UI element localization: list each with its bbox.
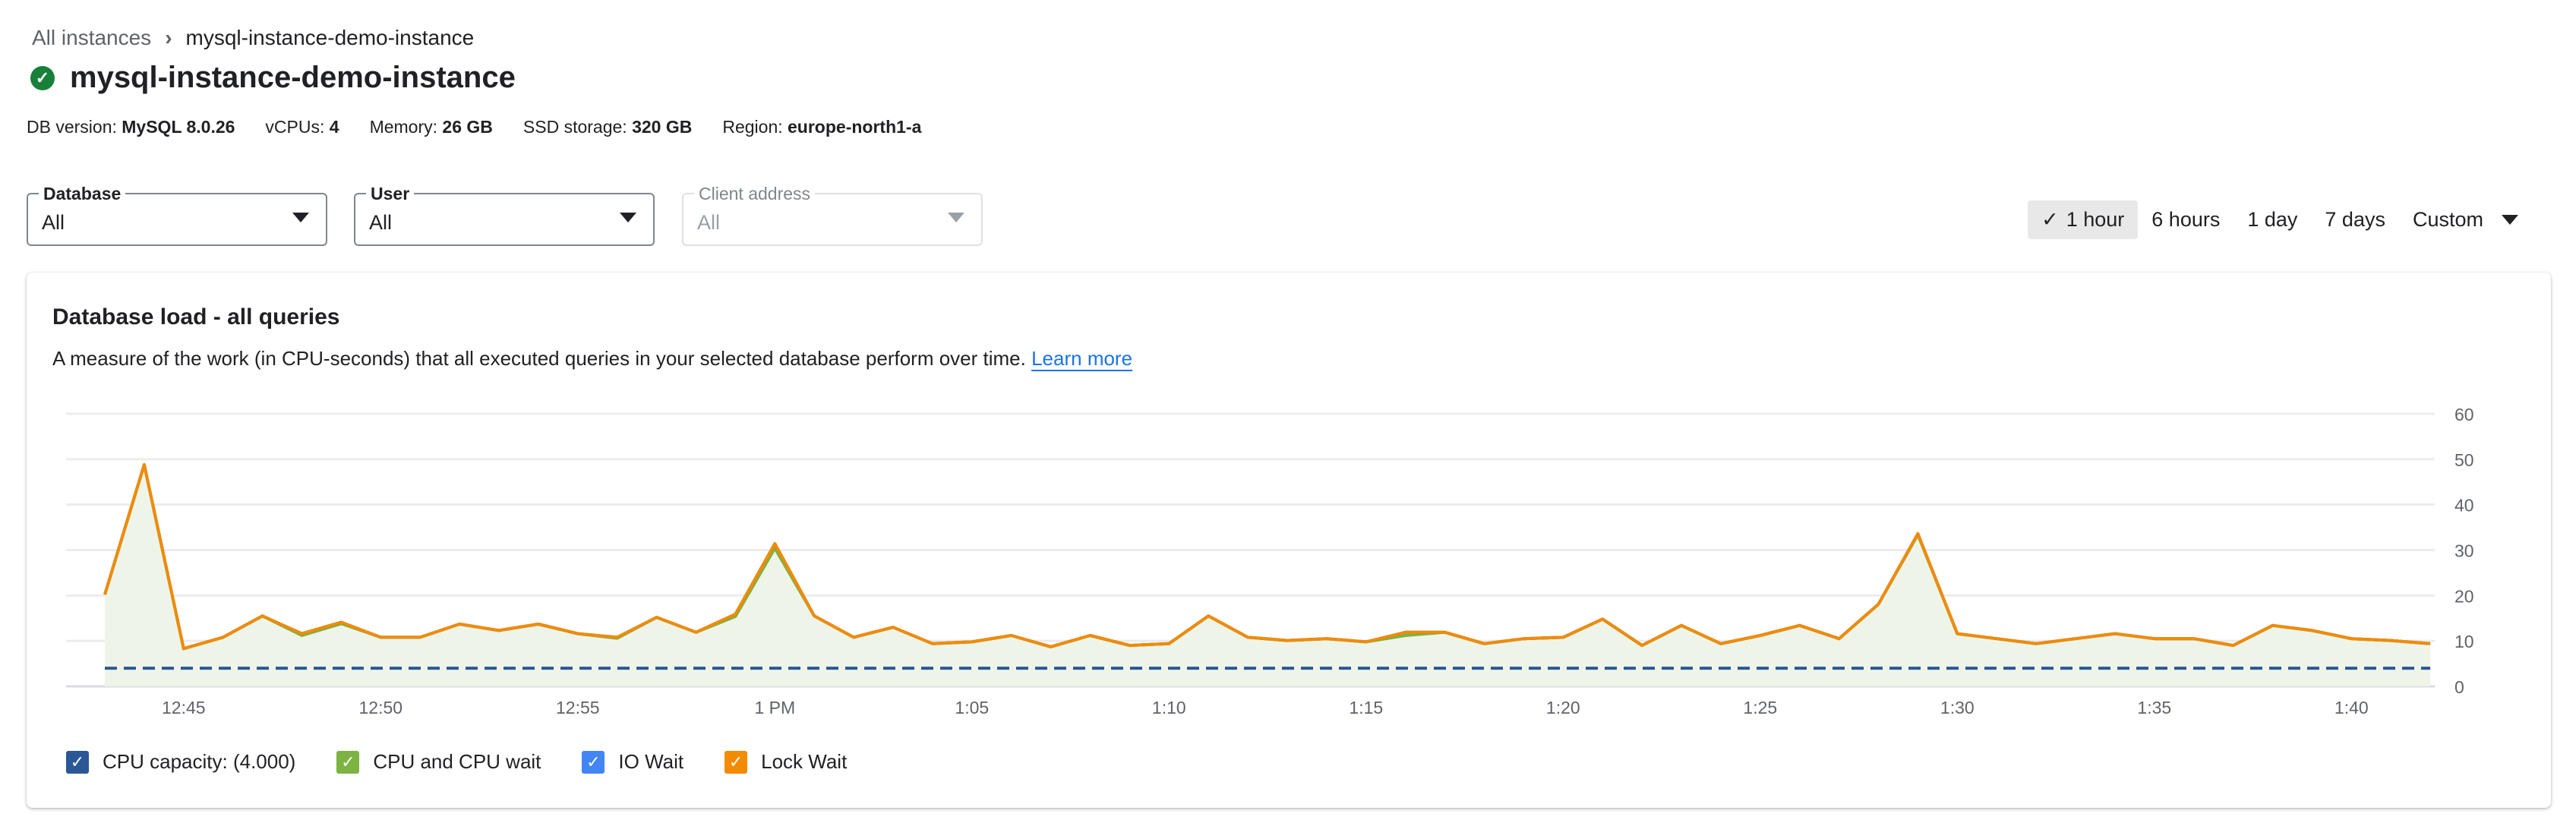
lock-wait-series-line xyxy=(103,463,2431,651)
dropdown-arrow-icon xyxy=(2502,215,2518,225)
checkbox-checked-icon[interactable]: ✓ xyxy=(66,750,89,774)
legend-io-wait[interactable]: ✓ IO Wait xyxy=(582,750,683,774)
card-description: A measure of the work (in CPU-seconds) t… xyxy=(52,347,1133,370)
client-address-select[interactable]: Client address All xyxy=(682,184,983,246)
x-tick-label: 12:55 xyxy=(556,698,600,717)
info-memory: Memory: 26 GB xyxy=(369,117,493,137)
y-tick-label: 20 xyxy=(2454,586,2474,606)
range-1-day-button[interactable]: 1 day xyxy=(2247,208,2298,231)
check-circle-icon: ✓ xyxy=(30,65,55,90)
breadcrumb-all-instances-link[interactable]: All instances xyxy=(32,26,152,49)
range-1-hour-button[interactable]: ✓ 1 hour xyxy=(2028,200,2139,239)
checkbox-checked-icon[interactable]: ✓ xyxy=(582,750,605,774)
y-tick-label: 10 xyxy=(2454,632,2474,651)
x-tick-label: 1:40 xyxy=(2334,698,2369,717)
legend-cpu-and-cpu-wait[interactable]: ✓ CPU and CPU wait xyxy=(336,750,541,774)
x-tick-label: 1:10 xyxy=(1152,698,1186,717)
database-load-card: Database load - all queries A measure of… xyxy=(27,273,2551,808)
y-tick-label: 30 xyxy=(2454,541,2474,561)
breadcrumb: All instances › mysql-instance-demo-inst… xyxy=(32,26,474,50)
check-icon: ✓ xyxy=(2041,208,2059,231)
legend-cpu-capacity[interactable]: ✓ CPU capacity: (4.000) xyxy=(66,750,295,774)
legend-lock-wait[interactable]: ✓ Lock Wait xyxy=(724,750,847,774)
time-range-selector: ✓ 1 hour 6 hours 1 day 7 days Custom xyxy=(2028,200,2532,239)
info-vcpus: vCPUs: 4 xyxy=(265,117,339,137)
checkbox-checked-icon[interactable]: ✓ xyxy=(724,750,748,774)
x-tick-label: 12:45 xyxy=(162,698,206,717)
x-tick-label: 12:50 xyxy=(359,698,403,717)
breadcrumb-current: mysql-instance-demo-instance xyxy=(185,26,475,49)
load-area xyxy=(105,465,2431,686)
database-load-chart: 0 10 20 30 40 50 60 12:45 12:50 12:55 1 PM 1:05 1:10… xyxy=(66,405,2474,717)
range-6-hours-button[interactable]: 6 hours xyxy=(2151,208,2221,231)
x-tick-label: 1:20 xyxy=(1546,698,1580,717)
dropdown-arrow-icon xyxy=(292,213,309,222)
chart-legend: ✓ CPU capacity: (4.000) ✓ CPU and CPU wait… xyxy=(66,750,847,774)
io-wait-series-line xyxy=(103,463,2431,651)
x-tick-label: 1:15 xyxy=(1349,698,1383,717)
info-region: Region: europe-north1-a xyxy=(722,117,922,137)
range-7-days-button[interactable]: 7 days xyxy=(2325,208,2385,231)
dropdown-arrow-icon xyxy=(948,213,964,222)
learn-more-link[interactable]: Learn more xyxy=(1031,347,1133,370)
info-db-version: DB version: MySQL 8.0.26 xyxy=(27,117,235,137)
cpu-series-line xyxy=(103,463,2431,651)
y-tick-label: 50 xyxy=(2454,450,2474,470)
checkbox-checked-icon[interactable]: ✓ xyxy=(336,750,360,774)
chevron-right-icon: › xyxy=(165,26,172,49)
card-title: Database load - all queries xyxy=(52,304,340,330)
user-select[interactable]: User All xyxy=(354,184,655,246)
info-storage: SSD storage: 320 GB xyxy=(522,117,693,137)
x-tick-label: 1:30 xyxy=(1940,698,1975,717)
x-tick-label: 1 PM xyxy=(754,698,795,717)
dropdown-arrow-icon xyxy=(620,213,636,222)
page-header: ✓ mysql-instance-demo-instance xyxy=(30,61,516,95)
database-select[interactable]: Database All xyxy=(27,184,327,246)
x-tick-label: 1:25 xyxy=(1743,698,1777,717)
x-tick-label: 1:05 xyxy=(955,698,989,717)
y-tick-label: 60 xyxy=(2454,405,2474,424)
page-title: mysql-instance-demo-instance xyxy=(70,61,516,94)
x-tick-label: 1:35 xyxy=(2137,698,2171,717)
y-tick-label: 40 xyxy=(2454,496,2474,516)
range-custom-button[interactable]: Custom xyxy=(2399,200,2532,239)
y-tick-label: 0 xyxy=(2454,677,2464,697)
instance-info: DB version: MySQL 8.0.26 vCPUs: 4 Memory… xyxy=(27,117,921,137)
